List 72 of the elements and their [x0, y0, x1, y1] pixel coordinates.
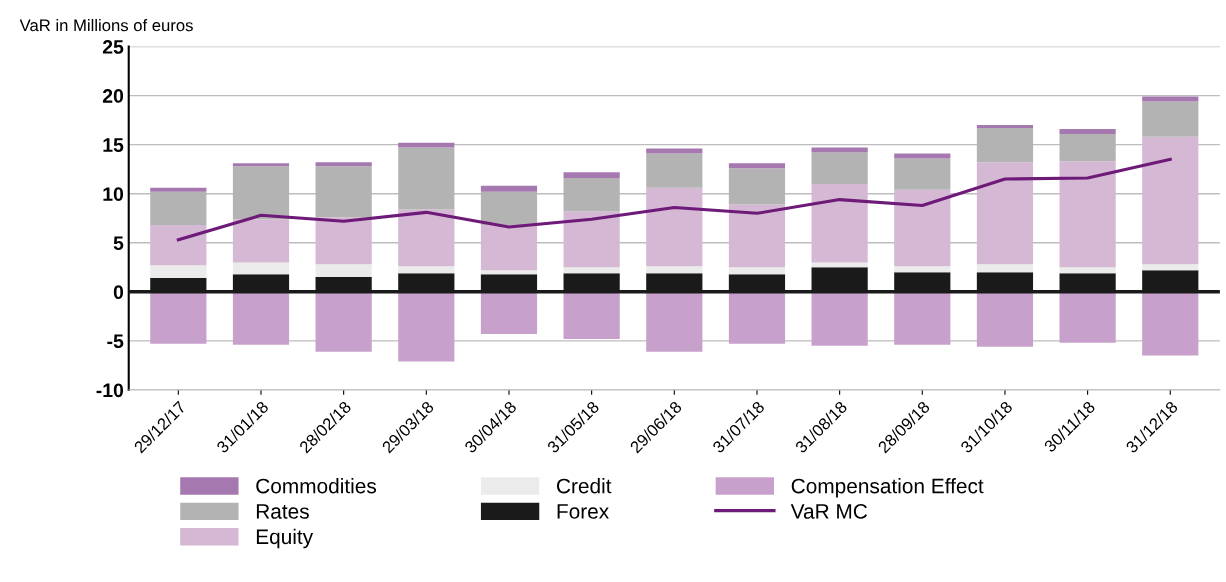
- bar: [398, 291, 455, 362]
- bar: [976, 291, 1034, 347]
- bar: [976, 125, 1034, 128]
- bar: [811, 152, 868, 184]
- bar: [1059, 291, 1116, 343]
- y-axis-title: VaR in Millions of euros: [19, 19, 193, 32]
- line-series: [176, 157, 1172, 242]
- bar: [563, 291, 620, 339]
- y-tick-label: -10: [96, 383, 124, 398]
- bar: [150, 291, 207, 344]
- bar: [646, 291, 703, 352]
- bar: [894, 153, 951, 159]
- bar: [1142, 96, 1199, 102]
- bar: [811, 147, 868, 153]
- bar: [315, 162, 372, 167]
- bar: [728, 291, 786, 344]
- bar: [232, 163, 290, 167]
- y-tick-label: 25: [102, 40, 124, 54]
- legend-label: Rates: [256, 504, 309, 519]
- bar: [315, 264, 372, 278]
- y-tick-label: 5: [113, 236, 124, 251]
- bar: [563, 172, 620, 179]
- y-tick-label: 10: [103, 187, 124, 201]
- bar: [811, 183, 868, 263]
- bar: [232, 291, 290, 345]
- bar: [728, 163, 786, 169]
- bar: [1059, 161, 1116, 268]
- bar: [728, 204, 786, 268]
- bar: [894, 266, 951, 273]
- bar: [1142, 136, 1199, 265]
- legend-label: Commodities: [256, 478, 377, 494]
- bar: [150, 187, 207, 192]
- bar: [232, 219, 290, 263]
- bar: [232, 262, 290, 275]
- bar: [976, 162, 1034, 265]
- bar: [1059, 128, 1116, 134]
- bar: [480, 291, 538, 335]
- bar: [894, 291, 951, 345]
- legend-label: VaR MC: [790, 504, 868, 519]
- bar: [811, 291, 868, 346]
- bar: [894, 158, 951, 190]
- y-tick-label: -5: [107, 334, 124, 349]
- bar: [976, 264, 1034, 273]
- legend-label: Compensation Effect: [791, 478, 984, 498]
- bar: [1142, 291, 1199, 356]
- bar: [315, 291, 372, 352]
- bar: [811, 262, 868, 268]
- bar: [150, 265, 207, 279]
- bar: [480, 225, 538, 271]
- bar: [315, 217, 372, 265]
- bar: [563, 267, 620, 274]
- bar: [1059, 267, 1116, 274]
- bar: [480, 270, 538, 275]
- bar: [646, 153, 703, 188]
- bar: [894, 189, 951, 267]
- y-tick-label: 20: [102, 89, 124, 103]
- y-tick-label: 15: [103, 138, 124, 152]
- bar: [646, 187, 703, 267]
- y-tick-label: 0: [113, 285, 124, 300]
- legend-label: Forex: [557, 504, 609, 519]
- bar: [563, 211, 620, 268]
- bar: [646, 266, 703, 274]
- bar: [480, 185, 538, 192]
- bar: [150, 225, 207, 266]
- bar: [398, 142, 455, 148]
- legend-label: Credit: [556, 478, 612, 494]
- bar: [398, 209, 455, 267]
- bar: [398, 266, 455, 274]
- bar: [1142, 264, 1199, 271]
- legend-label: Equity: [256, 528, 314, 549]
- bar: [1142, 101, 1199, 137]
- bar: [728, 267, 786, 275]
